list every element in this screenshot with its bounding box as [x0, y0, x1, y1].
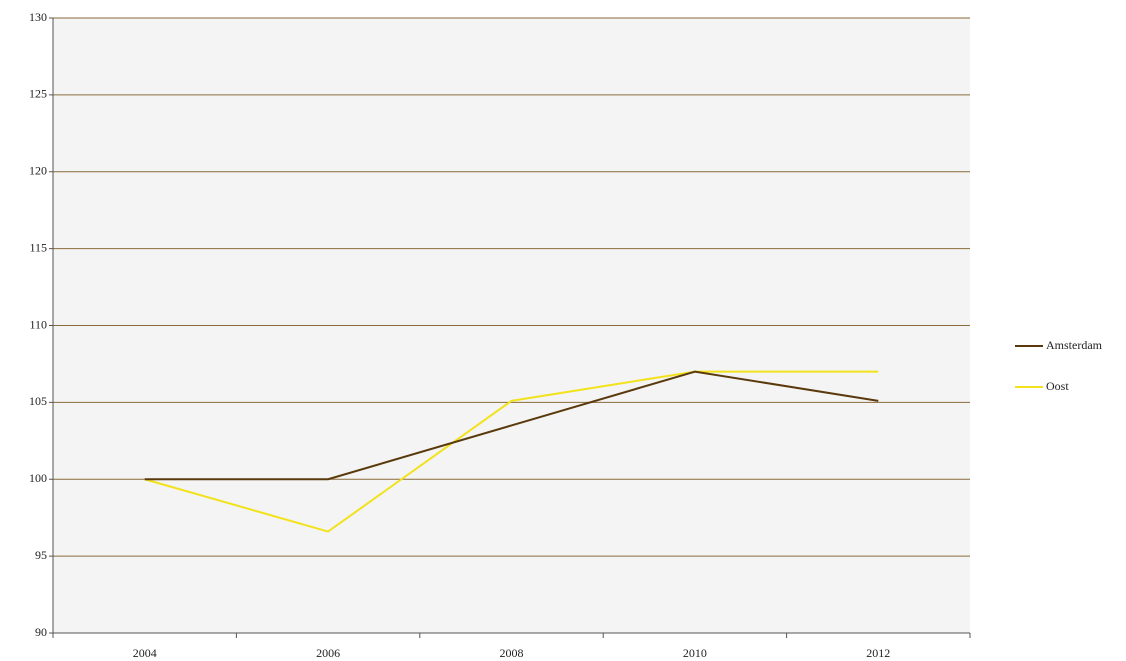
x-tick-label: 2012 — [866, 646, 890, 660]
legend-label: Amsterdam — [1046, 338, 1103, 352]
y-tick-label: 105 — [29, 394, 47, 408]
series-line — [144, 370, 879, 481]
y-tick-label: 100 — [29, 471, 47, 485]
y-tick-label: 120 — [29, 164, 47, 178]
y-tick-label: 115 — [29, 240, 47, 254]
x-tick-label: 2010 — [683, 646, 707, 660]
x-tick-label: 2004 — [133, 646, 157, 660]
x-tick-label: 2008 — [500, 646, 524, 660]
y-tick-label: 90 — [35, 625, 47, 639]
y-tick-label: 110 — [29, 317, 47, 331]
y-tick-label: 95 — [35, 548, 47, 562]
series-line — [144, 370, 879, 533]
x-tick-label: 2006 — [316, 646, 340, 660]
y-tick-label: 125 — [29, 87, 47, 101]
legend-label: Oost — [1046, 379, 1069, 393]
y-tick-label: 130 — [29, 10, 47, 24]
